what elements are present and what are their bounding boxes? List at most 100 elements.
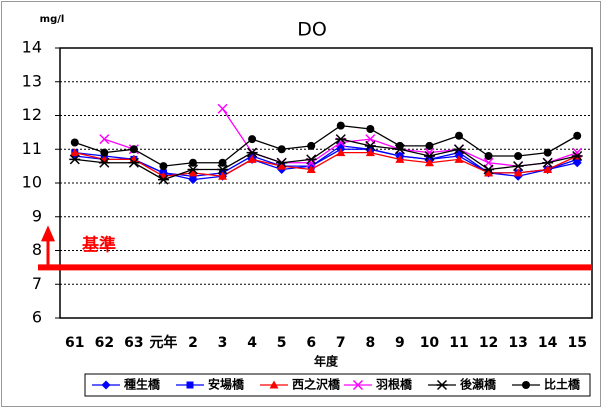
x-tick-label: 63	[124, 335, 143, 351]
x-tick-label: 10	[420, 335, 440, 351]
series-line	[74, 138, 578, 181]
legend-marker	[522, 381, 530, 389]
x-axis-label: 年度	[314, 354, 339, 369]
marker	[217, 164, 229, 175]
x-tick-label: 9	[395, 335, 405, 351]
marker	[276, 157, 288, 168]
marker	[70, 148, 80, 157]
legend-label: 西之沢橋	[292, 377, 341, 392]
marker	[100, 148, 109, 157]
marker	[218, 171, 228, 180]
chart-title: DO	[297, 19, 327, 41]
x-tick-label: 6	[306, 335, 316, 351]
marker	[247, 154, 257, 163]
marker	[424, 158, 434, 167]
marker	[335, 134, 347, 145]
legend-label: 羽根橋	[376, 377, 413, 392]
legend-item: 比土橋	[512, 377, 581, 392]
x-tick-label: 2	[188, 335, 198, 351]
marker	[70, 138, 79, 147]
marker	[217, 103, 228, 114]
reference-label: 基準	[81, 234, 116, 255]
marker	[455, 131, 463, 140]
marker	[98, 157, 110, 168]
marker	[455, 149, 463, 157]
marker	[157, 174, 169, 185]
marker	[423, 150, 435, 162]
reference-arrowhead	[41, 225, 55, 242]
marker	[543, 165, 553, 173]
legend-item: 種生橋	[92, 377, 161, 392]
marker	[336, 121, 345, 130]
x-tick-label: 5	[277, 335, 287, 351]
marker	[159, 162, 168, 171]
marker	[453, 144, 465, 155]
x-tick-label: 元年	[149, 334, 177, 351]
series-line	[74, 124, 578, 167]
marker	[246, 147, 258, 158]
marker	[514, 152, 523, 160]
marker	[306, 165, 316, 173]
marker	[571, 150, 583, 162]
marker	[129, 145, 138, 154]
legend-item: 羽根橋	[344, 377, 413, 392]
marker	[512, 161, 524, 172]
x-tick-label: 62	[95, 335, 114, 351]
y-tick-label: 9	[32, 206, 42, 225]
legend-item: 後瀬橋	[428, 377, 497, 392]
marker	[395, 141, 404, 150]
y-tick-label: 13	[22, 71, 42, 90]
marker	[305, 154, 317, 165]
marker	[542, 157, 554, 168]
x-tick-label: 4	[247, 335, 257, 351]
marker	[366, 125, 375, 133]
legend-label: 比土橋	[544, 377, 581, 392]
legend-marker	[269, 380, 279, 389]
x-tick-label: 12	[479, 335, 498, 351]
marker	[337, 142, 345, 150]
marker	[484, 168, 494, 177]
x-tick-label: 13	[508, 335, 527, 351]
marker	[128, 157, 140, 168]
marker	[277, 161, 287, 170]
marker	[187, 164, 199, 175]
legend-label: 安場橋	[208, 377, 245, 392]
x-tick-label: 8	[365, 335, 375, 351]
marker	[189, 158, 197, 167]
legend-marker	[352, 379, 364, 391]
x-tick-label: 15	[567, 335, 586, 351]
marker	[425, 141, 434, 150]
series-line	[104, 108, 578, 167]
legend-box	[84, 373, 591, 397]
marker	[248, 135, 257, 144]
marker	[69, 154, 81, 165]
marker	[483, 164, 495, 175]
marker	[99, 134, 110, 145]
y-tick-label: 8	[32, 240, 42, 259]
legend-marker	[101, 380, 111, 390]
legend-marker	[436, 379, 448, 391]
legend-item: 西之沢橋	[260, 377, 341, 392]
marker	[454, 154, 464, 163]
y-tick-label: 11	[22, 139, 42, 158]
x-tick-label: 7	[336, 335, 346, 351]
marker	[484, 152, 493, 160]
marker	[543, 148, 552, 157]
marker	[307, 141, 316, 150]
marker	[513, 168, 523, 177]
y-tick-label: 6	[32, 308, 42, 327]
x-tick-label: 61	[65, 335, 84, 351]
y-tick-label: 10	[22, 173, 42, 192]
marker	[365, 148, 375, 157]
legend-item: 安場橋	[176, 377, 245, 392]
legend-label: 後瀬橋	[460, 377, 497, 392]
x-tick-label: 11	[449, 335, 468, 351]
x-tick-label: 14	[538, 335, 558, 351]
series-line	[74, 151, 578, 177]
y-tick-label: 14	[22, 38, 42, 57]
marker	[336, 148, 346, 157]
x-tick-label: 3	[218, 335, 228, 351]
marker	[277, 145, 286, 154]
